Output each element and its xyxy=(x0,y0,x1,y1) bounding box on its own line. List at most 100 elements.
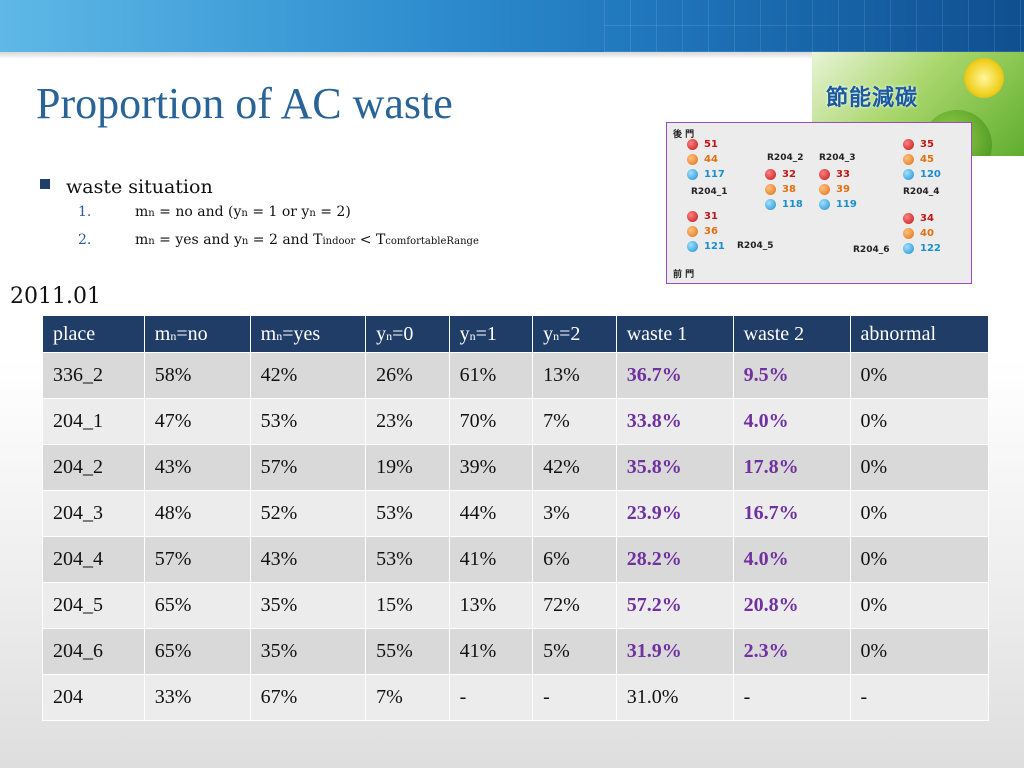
table-cell: 23.9% xyxy=(615,490,734,537)
bullet-subscript: n xyxy=(148,208,155,219)
header-text: y xyxy=(459,322,470,345)
table-cell: 4.0% xyxy=(732,536,851,583)
sensor-dot-icon xyxy=(687,139,698,150)
table-cell: 41% xyxy=(448,628,534,675)
table-cell: 0% xyxy=(849,444,990,491)
room-sensor-group: 51 44 117 xyxy=(687,137,747,182)
table-row: 204_6 65% 35% 55% 41% 5% 31.9% 2.3% 0% xyxy=(42,628,990,675)
bullet-item-1: 1. mn = no and (yn = 1 or yn = 2) xyxy=(40,204,660,232)
column-header: yn=2 xyxy=(532,315,617,353)
room-sensor-group: 35 45 120 xyxy=(903,137,963,182)
header-text: y xyxy=(543,322,554,345)
sensor-value: 45 xyxy=(920,154,934,165)
table-cell: 23% xyxy=(365,398,450,445)
table-cell: 48% xyxy=(143,490,251,537)
header-subscript: n xyxy=(170,328,177,343)
header-text: =0 xyxy=(392,322,414,345)
bullet-subscript: n xyxy=(148,236,155,247)
table-cell: 42% xyxy=(532,444,617,491)
table-cell: 19% xyxy=(365,444,450,491)
table-cell: 0% xyxy=(849,628,990,675)
table-cell: 204_3 xyxy=(42,490,145,537)
column-header: yn=1 xyxy=(448,315,534,353)
sensor-dot-icon xyxy=(687,241,698,252)
sensor-dot-icon xyxy=(903,154,914,165)
header-subscript: n xyxy=(276,328,283,343)
table-cell: 20.8% xyxy=(732,582,851,629)
back-door-label: 後 門 xyxy=(673,130,695,140)
sensor-dot-icon xyxy=(765,199,776,210)
table-cell: 36.7% xyxy=(615,352,734,399)
room-label: R204_3 xyxy=(819,153,856,163)
table-cell: 57.2% xyxy=(615,582,734,629)
room-sensor-group: 31 36 121 xyxy=(687,209,747,254)
slide-footer xyxy=(0,732,1024,768)
sensor-value: 36 xyxy=(704,226,718,237)
sensor-dot-icon xyxy=(765,184,776,195)
table-cell: 4.0% xyxy=(732,398,851,445)
header-text: waste 1 xyxy=(626,322,688,345)
sensor-value: 117 xyxy=(704,169,725,180)
table-cell: 0% xyxy=(849,536,990,583)
square-bullet-icon xyxy=(40,179,50,189)
sensor-dot-icon xyxy=(903,213,914,224)
table-cell: 72% xyxy=(532,582,617,629)
table-cell: 42% xyxy=(249,352,367,399)
logo-text: 節能減碳 xyxy=(826,86,919,111)
column-header: mn=yes xyxy=(249,315,367,353)
table-cell: 204_4 xyxy=(42,536,145,583)
sensor-value: 35 xyxy=(920,139,934,150)
table-cell: 53% xyxy=(365,536,450,583)
sensor-dot-icon xyxy=(765,169,776,180)
table-header-row: place mn=no mn=yes yn=0 yn=1 yn=2 waste … xyxy=(42,315,990,353)
sensor-dot-icon xyxy=(903,169,914,180)
lightbulb-icon xyxy=(964,58,1004,98)
date-label: 2011.01 xyxy=(10,284,101,309)
table-row: 204_3 48% 52% 53% 44% 3% 23.9% 16.7% 0% xyxy=(42,490,990,537)
sensor-dot-icon xyxy=(819,169,830,180)
sensor-dot-icon xyxy=(687,211,698,222)
table-row: 204 33% 67% 7% - -31.0% - - xyxy=(42,674,990,721)
room-label: R204_5 xyxy=(737,241,774,251)
table-row: 204_2 43% 57% 19% 39% 42% 35.8% 17.8% 0% xyxy=(42,444,990,491)
column-header: mn=no xyxy=(143,315,251,353)
table-cell: 35.8% xyxy=(615,444,734,491)
table-row: 204_5 65% 35% 15% 13% 72% 57.2% 20.8% 0% xyxy=(42,582,990,629)
banner-divider xyxy=(0,52,1024,58)
table-cell: 28.2% xyxy=(615,536,734,583)
sensor-value: 121 xyxy=(704,241,725,252)
sensor-dot-icon xyxy=(819,184,830,195)
header-text: =2 xyxy=(559,322,581,345)
table-cell: 53% xyxy=(365,490,450,537)
bullet-text: m xyxy=(135,232,149,248)
table-cell: 204 xyxy=(42,674,145,721)
table-cell: 55% xyxy=(365,628,450,675)
bullet-text: = yes and y xyxy=(154,232,242,248)
room-label: R204_1 xyxy=(691,187,728,197)
table-cell: 336_2 xyxy=(42,352,145,399)
table-cell: 0% xyxy=(849,490,990,537)
table-cell: 39% xyxy=(448,444,534,491)
sensor-value: 31 xyxy=(704,211,718,222)
table-cell: 44% xyxy=(448,490,534,537)
table-row: 336_2 58% 42% 26% 61% 13% 36.7% 9.5% 0% xyxy=(42,352,990,399)
sensor-value: 33 xyxy=(836,169,850,180)
room-sensor-group: 32 38 118 xyxy=(765,167,825,212)
table-cell: 26% xyxy=(365,352,450,399)
bullet-text: = 2) xyxy=(315,204,351,220)
sensor-value: 118 xyxy=(782,199,803,210)
sensor-value: 44 xyxy=(704,154,718,165)
table-cell: 17.8% xyxy=(732,444,851,491)
table-cell: 41% xyxy=(448,536,534,583)
table-cell: 53% xyxy=(249,398,367,445)
header-text: =no xyxy=(176,322,208,345)
bullet-text: m xyxy=(135,204,149,220)
sensor-dot-icon xyxy=(903,228,914,239)
room-sensor-group: 34 40 122 xyxy=(903,211,963,256)
table-cell: 6% xyxy=(532,536,617,583)
sensor-value: 120 xyxy=(920,169,941,180)
sensor-dot-icon xyxy=(903,243,914,254)
header-subscript: n xyxy=(553,328,560,343)
table-cell: 33.8% xyxy=(615,398,734,445)
sensor-value: 51 xyxy=(704,139,718,150)
